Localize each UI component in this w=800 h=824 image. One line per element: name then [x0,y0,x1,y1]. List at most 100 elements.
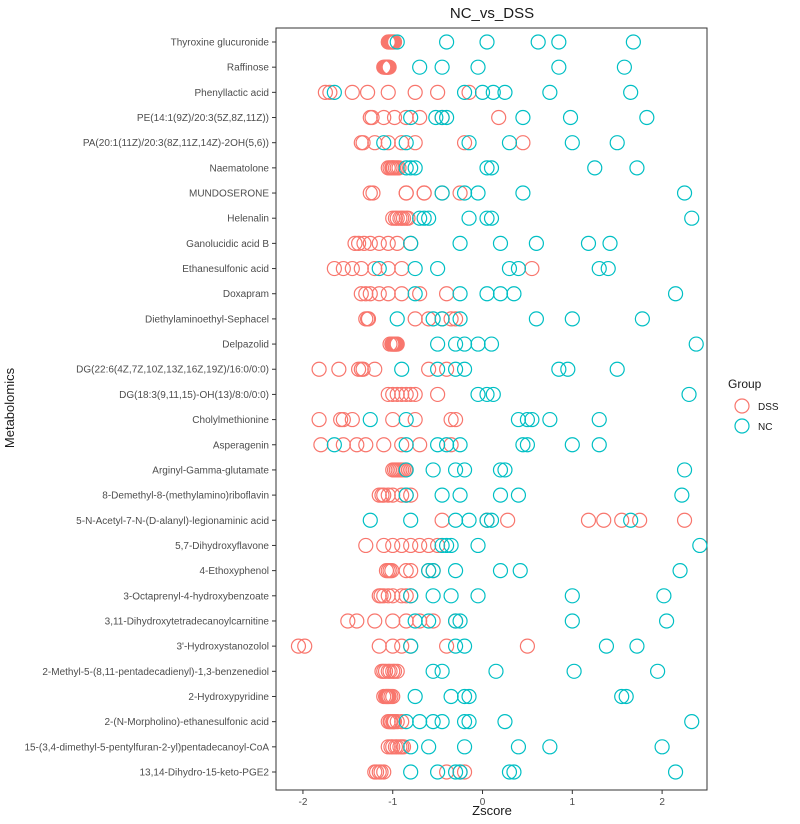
point-nc [587,160,603,176]
x-tick-label: 2 [659,797,665,808]
point-dss [360,311,377,327]
point-nc [515,109,531,126]
point-nc [407,160,423,176]
point-nc [425,663,441,679]
point-nc [407,688,423,705]
point-nc [591,411,607,428]
y-axis: Thyroxine glucuronide Raffinose Phenyllact… [24,38,276,779]
point-nc [483,210,500,226]
point-nc [580,235,597,251]
point-dss [376,487,392,503]
point-dss [388,336,404,352]
point-nc [452,235,468,251]
point-nc [564,135,580,151]
point-dss [580,512,597,528]
point-nc [447,638,464,654]
y-tick-label: MUNDOSERONE [189,189,269,200]
point-nc [447,336,464,352]
point-nc [688,336,704,352]
point-dss [394,588,410,604]
point-nc [403,109,419,126]
point-nc [434,537,450,554]
point-dss [376,588,392,604]
point-dss [386,714,402,730]
point-dss [391,160,407,176]
y-tick-label: PA(20:1(11Z)/20:3(8Z,11Z,14Z)-2OH(5,6)) [83,138,269,149]
point-nc [416,210,432,226]
point-nc [452,311,468,327]
point-nc [403,588,419,604]
point-dss [632,512,648,528]
point-dss [385,688,401,705]
y-tick-label: 13,14-Dihydro-15-keto-PGE2 [139,768,269,779]
point-dss [349,613,365,629]
point-dss [376,764,392,780]
point-nc [470,386,486,403]
point-dss [386,109,403,126]
y-tick-label: 2-(N-Morpholino)-ethanesulfonic acid [104,717,269,728]
point-nc [403,235,419,251]
point-dss [367,613,383,629]
point-nc [616,59,632,75]
point-dss [344,84,360,100]
point-dss [412,286,428,302]
point-dss [452,185,468,201]
point-nc [428,109,444,126]
point-dss [421,361,437,377]
legend-title: Group [728,377,762,391]
y-tick-label: PE(14:1(9Z)/20:3(5Z,8Z,11Z)) [137,113,269,124]
point-dss [394,437,410,453]
point-dss [389,714,405,730]
point-nc [443,588,459,604]
point-nc [403,512,419,528]
point-nc [692,537,708,554]
point-nc [394,361,410,377]
point-nc [389,34,405,50]
point-nc [501,764,518,780]
point-nc [403,638,419,654]
point-dss [443,411,459,428]
point-nc [403,160,419,176]
point-nc [492,487,509,503]
point-nc [403,739,419,755]
point-nc [474,84,491,100]
point-dss [379,59,395,75]
y-tick-label: Diethylaminoethyl-Sephacel [145,314,269,325]
y-tick-label: Helenalin [227,214,269,225]
point-dss [362,235,378,251]
x-axis: -2 -1 0 1 2 [298,790,665,808]
point-nc [430,260,446,277]
y-tick-label: 8-Demethyl-8-(methylamino)riboflavin [102,491,269,502]
point-nc [510,487,527,503]
x-tick-label: -2 [298,797,307,808]
point-nc [625,34,641,50]
point-nc [479,386,495,403]
point-nc [623,512,639,528]
point-nc [564,311,580,327]
point-nc [412,210,428,226]
point-nc [425,588,441,604]
point-nc [510,739,527,755]
point-nc [470,537,486,554]
point-dss [297,638,313,654]
point-dss [322,84,338,100]
point-nc [656,588,672,604]
point-nc [447,361,464,377]
point-nc [447,563,464,579]
y-tick-label: 3'-Hydroxystanozolol [176,642,269,653]
point-nc [461,135,477,151]
point-nc [501,135,518,151]
legend-label-nc: NC [758,422,772,433]
point-nc [456,714,473,730]
point-dss [456,764,473,780]
point-nc [501,260,518,277]
point-nc [483,512,500,528]
point-dss [394,638,410,654]
point-nc [447,462,464,478]
point-nc [542,84,558,100]
point-nc [434,714,450,730]
point-nc [515,185,531,201]
point-nc [488,663,504,679]
point-dss [430,386,446,403]
legend-label-dss: DSS [758,402,779,413]
